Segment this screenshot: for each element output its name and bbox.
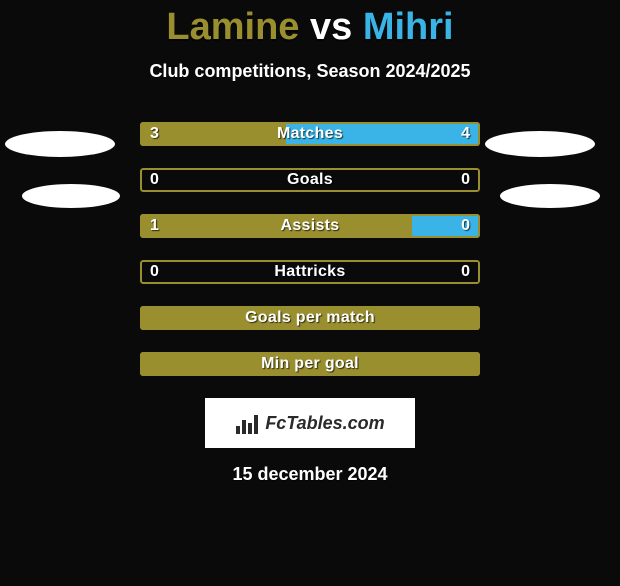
stat-value-right: 4 — [461, 125, 470, 143]
stat-value-right: 0 — [461, 217, 470, 235]
stat-value-right: 0 — [461, 171, 470, 189]
player1-avatar-top — [5, 131, 115, 157]
stat-fill-left — [140, 122, 286, 146]
stat-label: Hattricks — [274, 263, 345, 281]
logo-bars-icon — [235, 412, 261, 434]
stat-fill-left — [140, 214, 412, 238]
stat-row: 1 0 Assists — [140, 214, 480, 238]
date-text: 15 december 2024 — [0, 464, 620, 485]
comparison-title: Lamine vs Mihri — [0, 6, 620, 49]
subtitle: Club competitions, Season 2024/2025 — [0, 61, 620, 82]
stat-value-left: 1 — [150, 217, 159, 235]
vs-text: vs — [310, 6, 352, 48]
stat-value-left: 3 — [150, 125, 159, 143]
stat-row: 0 0 Hattricks — [140, 260, 480, 284]
stat-row: Min per goal — [140, 352, 480, 376]
player1-name: Lamine — [166, 6, 299, 48]
stat-row: Goals per match — [140, 306, 480, 330]
player2-name: Mihri — [363, 6, 454, 48]
stat-row: 0 0 Goals — [140, 168, 480, 192]
stat-label: Assists — [280, 217, 339, 235]
stat-label: Min per goal — [261, 355, 359, 373]
stat-label: Goals — [287, 171, 333, 189]
stat-row: 3 4 Matches — [140, 122, 480, 146]
player2-avatar-top — [485, 131, 595, 157]
stats-container: 3 4 Matches 0 0 Goals 1 0 Assists 0 0 Hattricks Goal… — [140, 122, 480, 376]
logo-text: FcTables.com — [265, 413, 384, 434]
stat-value-left: 0 — [150, 263, 159, 281]
stat-value-left: 0 — [150, 171, 159, 189]
stat-label: Goals per match — [245, 309, 375, 327]
player2-avatar-mid — [500, 184, 600, 208]
player1-avatar-mid — [22, 184, 120, 208]
logo-box: FcTables.com — [205, 398, 415, 448]
stat-label: Matches — [277, 125, 343, 143]
stat-value-right: 0 — [461, 263, 470, 281]
